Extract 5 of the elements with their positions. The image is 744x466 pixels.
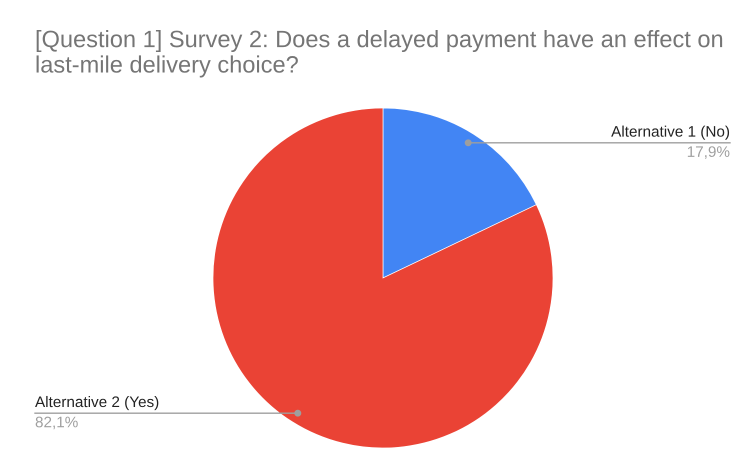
slice-label: Alternative 2 (Yes): [35, 396, 158, 410]
chart-title: [Question 1] Survey 2: Does a delayed payment have an effect on last-mile delivery choice?: [36, 30, 722, 78]
data-label: 82,1%: [36, 416, 78, 430]
data-label: 17,9%: [688, 146, 730, 159]
slice-label: Alternative 1 (No): [611, 126, 730, 140]
